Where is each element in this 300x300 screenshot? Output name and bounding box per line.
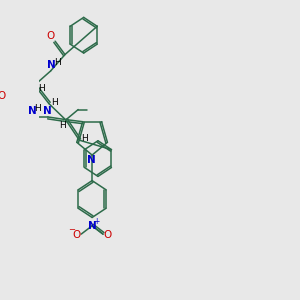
Text: O: O — [103, 230, 112, 240]
Text: N: N — [88, 221, 97, 231]
Text: +: + — [94, 217, 100, 226]
Text: H: H — [54, 58, 61, 67]
Text: N: N — [44, 106, 52, 116]
Text: H: H — [34, 104, 41, 113]
Text: N: N — [28, 106, 37, 116]
Text: N: N — [47, 60, 56, 70]
Text: H: H — [38, 84, 44, 93]
Text: H: H — [82, 134, 88, 143]
Text: N: N — [87, 155, 96, 165]
Text: O: O — [46, 31, 55, 41]
Text: H: H — [59, 122, 66, 130]
Text: H: H — [51, 98, 58, 106]
Text: O: O — [0, 91, 6, 101]
Text: O: O — [72, 230, 81, 240]
Text: −: − — [68, 226, 75, 235]
